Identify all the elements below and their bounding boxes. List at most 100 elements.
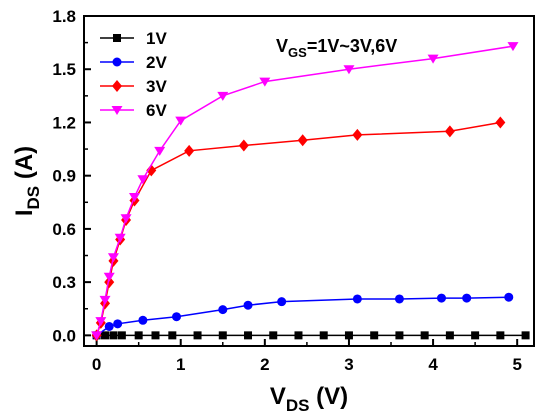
data-point	[507, 42, 519, 52]
legend: 1V 2V 3V 6V	[100, 29, 167, 120]
data-point	[344, 331, 353, 340]
data-point	[495, 116, 506, 129]
data-point	[243, 300, 253, 310]
x-tick-label: 4	[428, 355, 438, 374]
plot-frame	[83, 15, 535, 347]
data-point	[146, 164, 157, 177]
y-tick-label: 0.0	[52, 326, 76, 345]
legend-item-6v: 6V	[100, 101, 167, 120]
data-point	[521, 331, 530, 340]
data-point	[343, 65, 355, 75]
data-point	[352, 294, 362, 304]
y-tick-label: 0.6	[52, 220, 76, 239]
legend-label: 1V	[146, 29, 167, 48]
legend-item-2v: 2V	[100, 53, 167, 72]
x-tick-label: 3	[344, 355, 353, 374]
vgs-annotation: VGS=1V~3V,6V	[276, 36, 397, 60]
y-axis-label: IDS (A)	[11, 146, 43, 216]
data-point	[496, 331, 505, 340]
series-2v	[92, 292, 514, 340]
legend-marker	[112, 57, 122, 67]
data-point	[352, 128, 363, 141]
x-tick-label: 2	[260, 355, 269, 374]
annotation-sub: GS	[288, 45, 307, 60]
series-layer	[91, 42, 530, 342]
y-axis-label-main: I	[11, 209, 38, 216]
data-point	[134, 331, 143, 340]
data-point	[117, 331, 126, 340]
series-line	[96, 296, 509, 337]
y-axis-label-sub: DS	[24, 186, 43, 210]
data-point	[113, 319, 123, 329]
data-point	[217, 91, 229, 101]
data-point	[154, 146, 166, 156]
annotation-main: V	[276, 36, 288, 56]
data-point	[238, 139, 249, 152]
data-point	[103, 272, 115, 282]
legend-label: 2V	[146, 53, 167, 72]
x-axis-label-unit: (V)	[309, 383, 348, 410]
legend-item-3v: 3V	[100, 77, 167, 96]
legend-label: 6V	[146, 101, 167, 120]
data-point	[319, 331, 328, 340]
data-point	[427, 54, 439, 64]
data-point	[109, 331, 118, 340]
x-tick-label: 5	[512, 355, 521, 374]
data-point	[137, 175, 149, 185]
legend-label: 3V	[146, 77, 167, 96]
data-point	[104, 321, 114, 331]
data-point	[218, 331, 227, 340]
data-point	[151, 331, 160, 340]
tick-label-layer: 0 1 2 3 4 5 0.0 0.3 0.6 0.9 1.2 1.5 1.8	[52, 7, 522, 374]
data-point	[91, 331, 103, 341]
data-point	[99, 295, 111, 305]
data-point	[436, 293, 446, 303]
legend-item-1v: 1V	[100, 29, 167, 48]
data-point	[138, 315, 148, 325]
data-point	[114, 233, 126, 243]
data-point	[462, 293, 472, 303]
y-tick-label: 1.8	[52, 7, 76, 26]
series-1v	[92, 331, 530, 340]
data-point	[395, 331, 404, 340]
data-point	[294, 331, 303, 340]
data-point	[95, 317, 107, 327]
legend-marker	[113, 34, 121, 42]
data-point	[420, 331, 429, 340]
x-axis-label: VDS (V)	[270, 383, 348, 415]
data-point	[297, 134, 308, 147]
x-axis-label-main: V	[270, 383, 286, 410]
y-tick-label: 0.9	[52, 167, 76, 186]
data-point	[184, 144, 195, 157]
legend-marker	[111, 106, 123, 115]
data-point	[370, 331, 379, 340]
data-point	[128, 192, 140, 202]
data-point	[107, 253, 119, 263]
data-point	[244, 331, 253, 340]
legend-marker	[112, 80, 122, 92]
series-6v	[91, 42, 519, 341]
series-line	[95, 45, 514, 336]
x-tick-label: 1	[176, 355, 185, 374]
data-point	[471, 331, 480, 340]
data-point	[193, 331, 202, 340]
data-point	[168, 331, 177, 340]
data-point	[445, 331, 454, 340]
y-tick-label: 1.5	[52, 60, 76, 79]
y-tick-label: 1.2	[52, 113, 76, 132]
data-point	[277, 297, 287, 307]
data-point	[394, 294, 404, 304]
data-point	[175, 116, 187, 126]
data-point	[218, 305, 228, 315]
y-tick-label: 0.3	[52, 273, 76, 292]
data-point	[101, 331, 110, 340]
data-point	[259, 77, 271, 87]
data-point	[104, 276, 115, 289]
data-point	[504, 292, 514, 302]
y-axis-label-unit: (A)	[11, 146, 38, 186]
data-point	[444, 125, 455, 138]
data-point	[172, 312, 182, 322]
x-tick-label: 0	[92, 355, 101, 374]
annotation-rest: =1V~3V,6V	[307, 36, 397, 56]
